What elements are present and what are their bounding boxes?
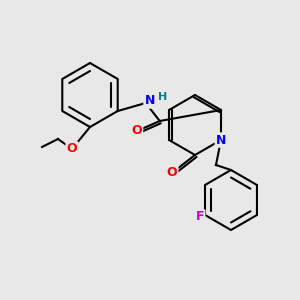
Text: O: O [67, 142, 77, 155]
Text: H: H [158, 92, 167, 102]
Text: N: N [145, 94, 155, 107]
Text: O: O [131, 124, 142, 137]
Text: F: F [196, 211, 204, 224]
Text: O: O [167, 166, 177, 178]
Text: N: N [216, 134, 226, 146]
